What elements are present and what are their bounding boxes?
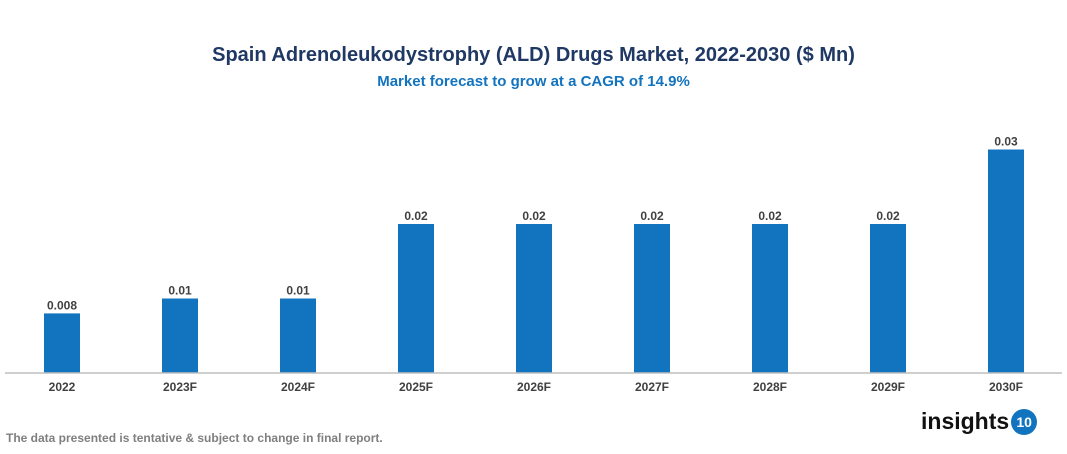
bar-2026F — [516, 224, 552, 373]
disclaimer: The data presented is tentative & subjec… — [6, 431, 383, 445]
chart-title: Spain Adrenoleukodystrophy (ALD) Drugs M… — [212, 44, 855, 66]
data-label: 0.02 — [876, 209, 900, 223]
x-tick-label: 2028F — [753, 380, 787, 394]
bar-2023F — [162, 298, 198, 373]
data-label: 0.008 — [47, 298, 77, 312]
data-label: 0.02 — [522, 209, 546, 223]
data-label: 0.03 — [994, 135, 1018, 149]
insights10-logo: insights 10 — [921, 408, 1038, 435]
x-tick-label: 2024F — [281, 380, 315, 394]
bar-2024F — [280, 298, 316, 373]
data-label: 0.02 — [404, 209, 428, 223]
x-tick-label: 2026F — [517, 380, 551, 394]
logo-badge: 10 — [1011, 408, 1038, 435]
x-tick-label: 2027F — [635, 380, 669, 394]
bar-2028F — [752, 224, 788, 373]
data-label: 0.02 — [758, 209, 782, 223]
bar-2025F — [398, 224, 434, 373]
bar-2029F — [870, 224, 906, 373]
bar-2027F — [634, 224, 670, 373]
x-tick-label: 2030F — [989, 380, 1023, 394]
chart-subtitle: Market forecast to grow at a CAGR of 14.… — [377, 73, 690, 90]
x-tick-label: 2023F — [163, 380, 197, 394]
x-tick-label: 2022 — [49, 380, 76, 394]
data-label: 0.01 — [168, 284, 192, 298]
bar-2030F — [988, 149, 1024, 373]
x-tick-label: 2025F — [399, 380, 433, 394]
bar-2022 — [44, 313, 80, 373]
x-tick-label: 2029F — [871, 380, 905, 394]
data-label: 0.02 — [640, 209, 664, 223]
logo-text: insights — [921, 408, 1010, 434]
data-label: 0.01 — [286, 284, 310, 298]
